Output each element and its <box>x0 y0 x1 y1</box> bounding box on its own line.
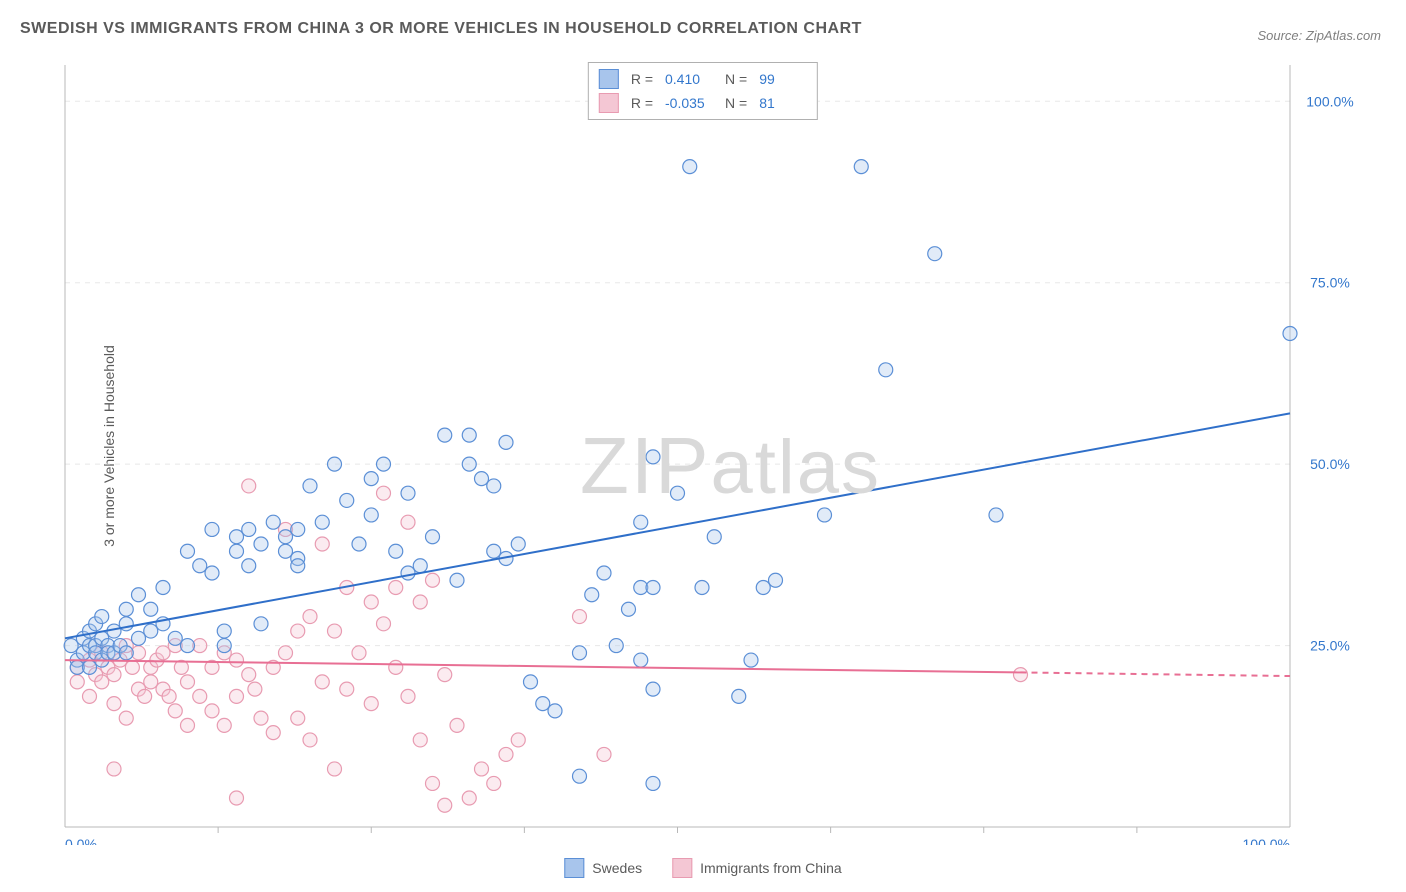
svg-text:50.0%: 50.0% <box>1310 456 1350 472</box>
legend-series: Swedes Immigrants from China <box>564 858 841 878</box>
legend-series-label-0: Swedes <box>592 860 642 876</box>
svg-text:100.0%: 100.0% <box>1306 93 1353 109</box>
source-label: Source: ZipAtlas.com <box>1257 28 1381 43</box>
legend-series-swatch-0 <box>564 858 584 878</box>
svg-text:100.0%: 100.0% <box>1243 836 1290 845</box>
scatter-plot: 25.0% 50.0% 75.0% 100.0% 0.0% 100.0% <box>55 55 1375 845</box>
legend-n-value-1: 81 <box>759 95 807 111</box>
chart-title: SWEDISH VS IMMIGRANTS FROM CHINA 3 OR MO… <box>20 20 862 38</box>
legend-series-item-1: Immigrants from China <box>672 858 842 878</box>
chart-container: SWEDISH VS IMMIGRANTS FROM CHINA 3 OR MO… <box>0 0 1406 892</box>
legend-r-label-0: R = <box>631 71 653 87</box>
svg-text:0.0%: 0.0% <box>65 836 97 845</box>
legend-r-label-1: R = <box>631 95 653 111</box>
legend-series-swatch-1 <box>672 858 692 878</box>
legend-r-value-1: -0.035 <box>665 95 713 111</box>
legend-r-value-0: 0.410 <box>665 71 713 87</box>
legend-n-value-0: 99 <box>759 71 807 87</box>
legend-swatch-1 <box>599 93 619 113</box>
legend-n-label-1: N = <box>725 95 747 111</box>
legend-stats-row-0: R = 0.410 N = 99 <box>599 67 807 91</box>
svg-text:75.0%: 75.0% <box>1310 275 1350 291</box>
svg-text:25.0%: 25.0% <box>1310 638 1350 654</box>
legend-stats-row-1: R = -0.035 N = 81 <box>599 91 807 115</box>
legend-n-label-0: N = <box>725 71 747 87</box>
legend-series-item-0: Swedes <box>564 858 642 878</box>
legend-stats: R = 0.410 N = 99 R = -0.035 N = 81 <box>588 62 818 120</box>
legend-swatch-0 <box>599 69 619 89</box>
legend-series-label-1: Immigrants from China <box>700 860 842 876</box>
